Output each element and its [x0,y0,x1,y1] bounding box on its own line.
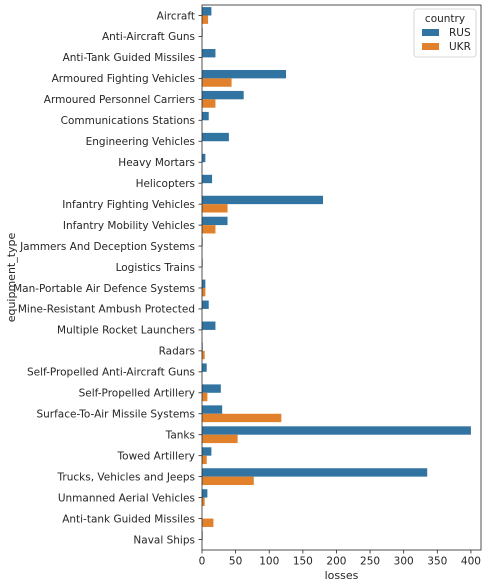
y-tick-label-aircraft: Aircraft [157,10,195,22]
bar-ukr-surface-to-air-missile-systems [202,413,282,423]
plot-frame [201,4,482,551]
bar-rus-helicopters [202,174,213,184]
bar-ukr-radars [202,350,205,360]
bar-rus-infantry-fighting-vehicles [202,195,324,205]
y-tick-label-towed-artillery: Towed Artillery [117,450,195,462]
y-tick-label-self-propelled-artillery: Self-Propelled Artillery [79,388,195,400]
bar-rus-self-propelled-anti-aircraft-guns [202,363,207,372]
bar-ukr-aircraft [202,15,209,24]
y-tick-label-mine-resistant-ambush-protected: Mine-Resistant Ambush Protected [18,304,195,316]
bar-rus-surface-to-air-missile-systems [202,405,223,414]
y-tick-label-infantry-fighting-vehicles: Infantry Fighting Vehicles [62,199,195,211]
bar-ukr-armoured-fighting-vehicles [202,78,232,87]
x-axis-label: losses [325,569,359,582]
y-tick-label-helicopters: Helicopters [136,178,195,190]
bar-rus-anti-tank-guided-missiles [202,49,216,58]
x-tick-label-150: 150 [293,556,313,568]
bar-rus-infantry-mobility-vehicles [202,216,228,226]
legend-title: country [425,13,465,25]
legend-swatch-rus [422,29,439,36]
bar-rus-self-propelled-artillery [202,384,221,393]
bar-ukr-infantry-fighting-vehicles [202,204,228,213]
bar-rus-towed-artillery [202,447,212,456]
y-tick-label-infantry-mobility-vehicles: Infantry Mobility Vehicles [63,220,195,232]
bar-rus-trucks-vehicles-and-jeeps [202,468,428,477]
y-tick-label-logistics-trains: Logistics Trains [116,262,195,274]
y-tick-label-armoured-personnel-carriers: Armoured Personnel Carriers [44,94,195,106]
y-tick-label-unmanned-aerial-vehicles: Unmanned Aerial Vehicles [58,492,195,504]
y-tick-label-self-propelled-anti-aircraft-guns: Self-Propelled Anti-Aircraft Guns [27,367,195,379]
legend-swatch-ukr [422,43,439,50]
y-tick-label-anti-tank-guided-missiles: Anti-Tank Guided Missiles [63,52,195,64]
bar-rus-man-portable-air-defence-systems [202,279,206,288]
x-tick-label-250: 250 [360,556,380,568]
x-tick-label-50: 50 [229,556,242,568]
y-tick-label-anti-tank-guided-missiles: Anti-tank Guided Missiles [62,513,195,525]
y-tick-label-armoured-fighting-vehicles: Armoured Fighting Vehicles [52,73,195,85]
x-tick-label-0: 0 [199,556,206,568]
y-tick-label-multiple-rocket-launchers: Multiple Rocket Launchers [57,325,195,337]
bar-rus-unmanned-aerial-vehicles [202,489,208,498]
bar-rus-aircraft [202,7,212,16]
y-tick-label-trucks-vehicles-and-jeeps: Trucks, Vehicles and Jeeps [57,471,195,483]
bar-ukr-self-propelled-artillery [202,392,208,402]
legend: country RUS UKR [413,8,477,58]
bar-ukr-man-portable-air-defence-systems [202,287,206,297]
bar-rus-tanks [202,426,471,435]
bar-ukr-towed-artillery [202,455,207,465]
y-tick-label-communications-stations: Communications Stations [61,115,195,127]
x-tick-label-100: 100 [259,556,279,568]
legend-label-rus: RUS [449,27,471,39]
bar-ukr-infantry-mobility-vehicles [202,225,216,234]
x-tick-label-400: 400 [461,556,481,568]
x-tick-label-200: 200 [326,556,346,568]
bars-group [202,7,471,540]
y-tick-label-surface-to-air-missile-systems: Surface-To-Air Missile Systems [36,409,195,421]
bar-rus-mine-resistant-ambush-protected [202,300,209,309]
y-tick-label-anti-aircraft-guns: Anti-Aircraft Guns [102,31,195,43]
y-axis-label: equipment_type [5,232,18,322]
x-tick-label-300: 300 [394,556,414,568]
bar-rus-armoured-fighting-vehicles [202,69,287,79]
y-tick-label-heavy-mortars: Heavy Mortars [118,157,195,169]
bar-ukr-trucks-vehicles-and-jeeps [202,476,254,486]
y-tick-labels: Aircraft Anti-Aircraft Guns Anti-Tank Guid… [13,10,202,546]
bar-ukr-anti-tank-guided-missiles [202,518,214,527]
y-tick-label-jammers-and-deception-systems: Jammers And Deception Systems [19,241,195,253]
bar-rus-multiple-rocket-launchers [202,321,216,330]
y-tick-label-engineering-vehicles: Engineering Vehicles [86,136,195,148]
y-tick-label-man-portable-air-defence-systems: Man-Portable Air Defence Systems [13,283,195,295]
bar-rus-engineering-vehicles [202,132,229,142]
x-tick-labels: 0 50 100 150 200 250 300 350 400 [199,550,481,568]
bar-rus-communications-stations [202,111,209,121]
y-tick-label-radars: Radars [159,346,195,358]
legend-label-ukr: UKR [449,41,471,53]
y-tick-label-naval-ships: Naval Ships [133,534,195,546]
y-tick-label-tanks: Tanks [165,430,195,442]
x-tick-label-350: 350 [427,556,447,568]
bar-rus-heavy-mortars [202,153,206,163]
bar-ukr-armoured-personnel-carriers [202,99,216,108]
bar-rus-armoured-personnel-carriers [202,90,244,100]
bar-ukr-unmanned-aerial-vehicles [202,497,205,506]
bar-ukr-tanks [202,434,238,444]
